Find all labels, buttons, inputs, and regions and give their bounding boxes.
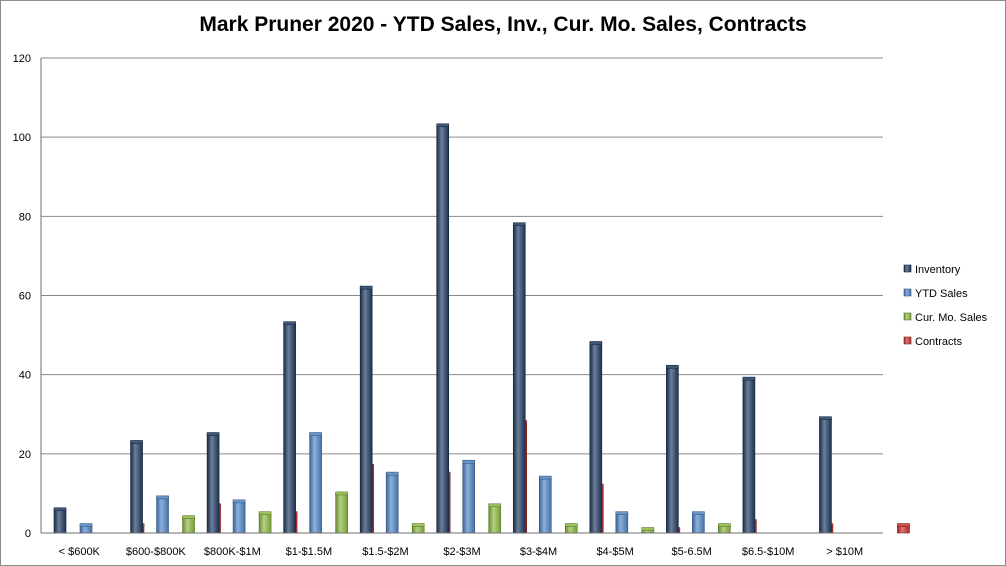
- legend-label: Contracts: [915, 336, 963, 348]
- x-tick-label: $600-$800K: [126, 546, 187, 558]
- bar: [411, 523, 425, 534]
- x-tick-label: $6.5-$10M: [742, 546, 795, 558]
- bar: [206, 432, 220, 534]
- legend-swatch: [903, 264, 912, 273]
- y-tick-label: 120: [13, 53, 31, 65]
- bar: [615, 511, 629, 534]
- x-tick-label: $5-6.5M: [671, 546, 711, 558]
- x-tick-label: $3-$4M: [520, 546, 557, 558]
- legend-swatch: [903, 312, 912, 321]
- legend-swatch: [903, 288, 912, 297]
- bar: [130, 440, 143, 534]
- y-tick-label: 40: [19, 370, 31, 382]
- bar: [488, 503, 502, 534]
- bar: [436, 123, 450, 534]
- bar: [512, 222, 526, 534]
- bar: [335, 491, 348, 534]
- bar: [538, 475, 552, 534]
- bar: [258, 511, 272, 534]
- bar: [309, 432, 322, 534]
- bar: [462, 459, 476, 534]
- bar: [897, 523, 910, 534]
- bar: [182, 515, 195, 534]
- x-tick-label: $2-$3M: [443, 546, 480, 558]
- bar: [742, 376, 756, 534]
- y-tick-label: 20: [19, 449, 31, 461]
- bar: [79, 523, 93, 534]
- chart-title: Mark Pruner 2020 - YTD Sales, Inv., Cur.…: [199, 13, 807, 36]
- bar: [718, 523, 731, 534]
- legend-swatch: [903, 336, 912, 345]
- y-tick-label: 0: [25, 528, 31, 540]
- x-tick-label: $1-$1.5M: [286, 546, 332, 558]
- x-tick-label: > $10M: [826, 546, 863, 558]
- legend-label: Inventory: [915, 264, 961, 276]
- bar: [589, 341, 603, 534]
- bar: [283, 321, 296, 534]
- bar: [156, 495, 169, 534]
- x-tick-label: $1.5-$2M: [362, 546, 408, 558]
- y-tick-label: 80: [19, 211, 31, 223]
- x-tick-label: < $600K: [59, 546, 101, 558]
- x-tick-label: $4-$5M: [596, 546, 633, 558]
- legend-label: Cur. Mo. Sales: [915, 312, 988, 324]
- bar: [692, 511, 705, 534]
- y-tick-label: 100: [13, 132, 31, 144]
- bar: [232, 499, 246, 534]
- x-tick-label: $800K-$1M: [204, 546, 261, 558]
- bar: [666, 364, 679, 534]
- legend-label: YTD Sales: [915, 288, 968, 300]
- bar: [385, 471, 399, 534]
- bar: [819, 416, 832, 534]
- bar: [53, 507, 67, 534]
- y-tick-label: 60: [19, 291, 31, 303]
- bar: [359, 285, 373, 534]
- bar: [564, 523, 578, 534]
- bar: [641, 527, 655, 534]
